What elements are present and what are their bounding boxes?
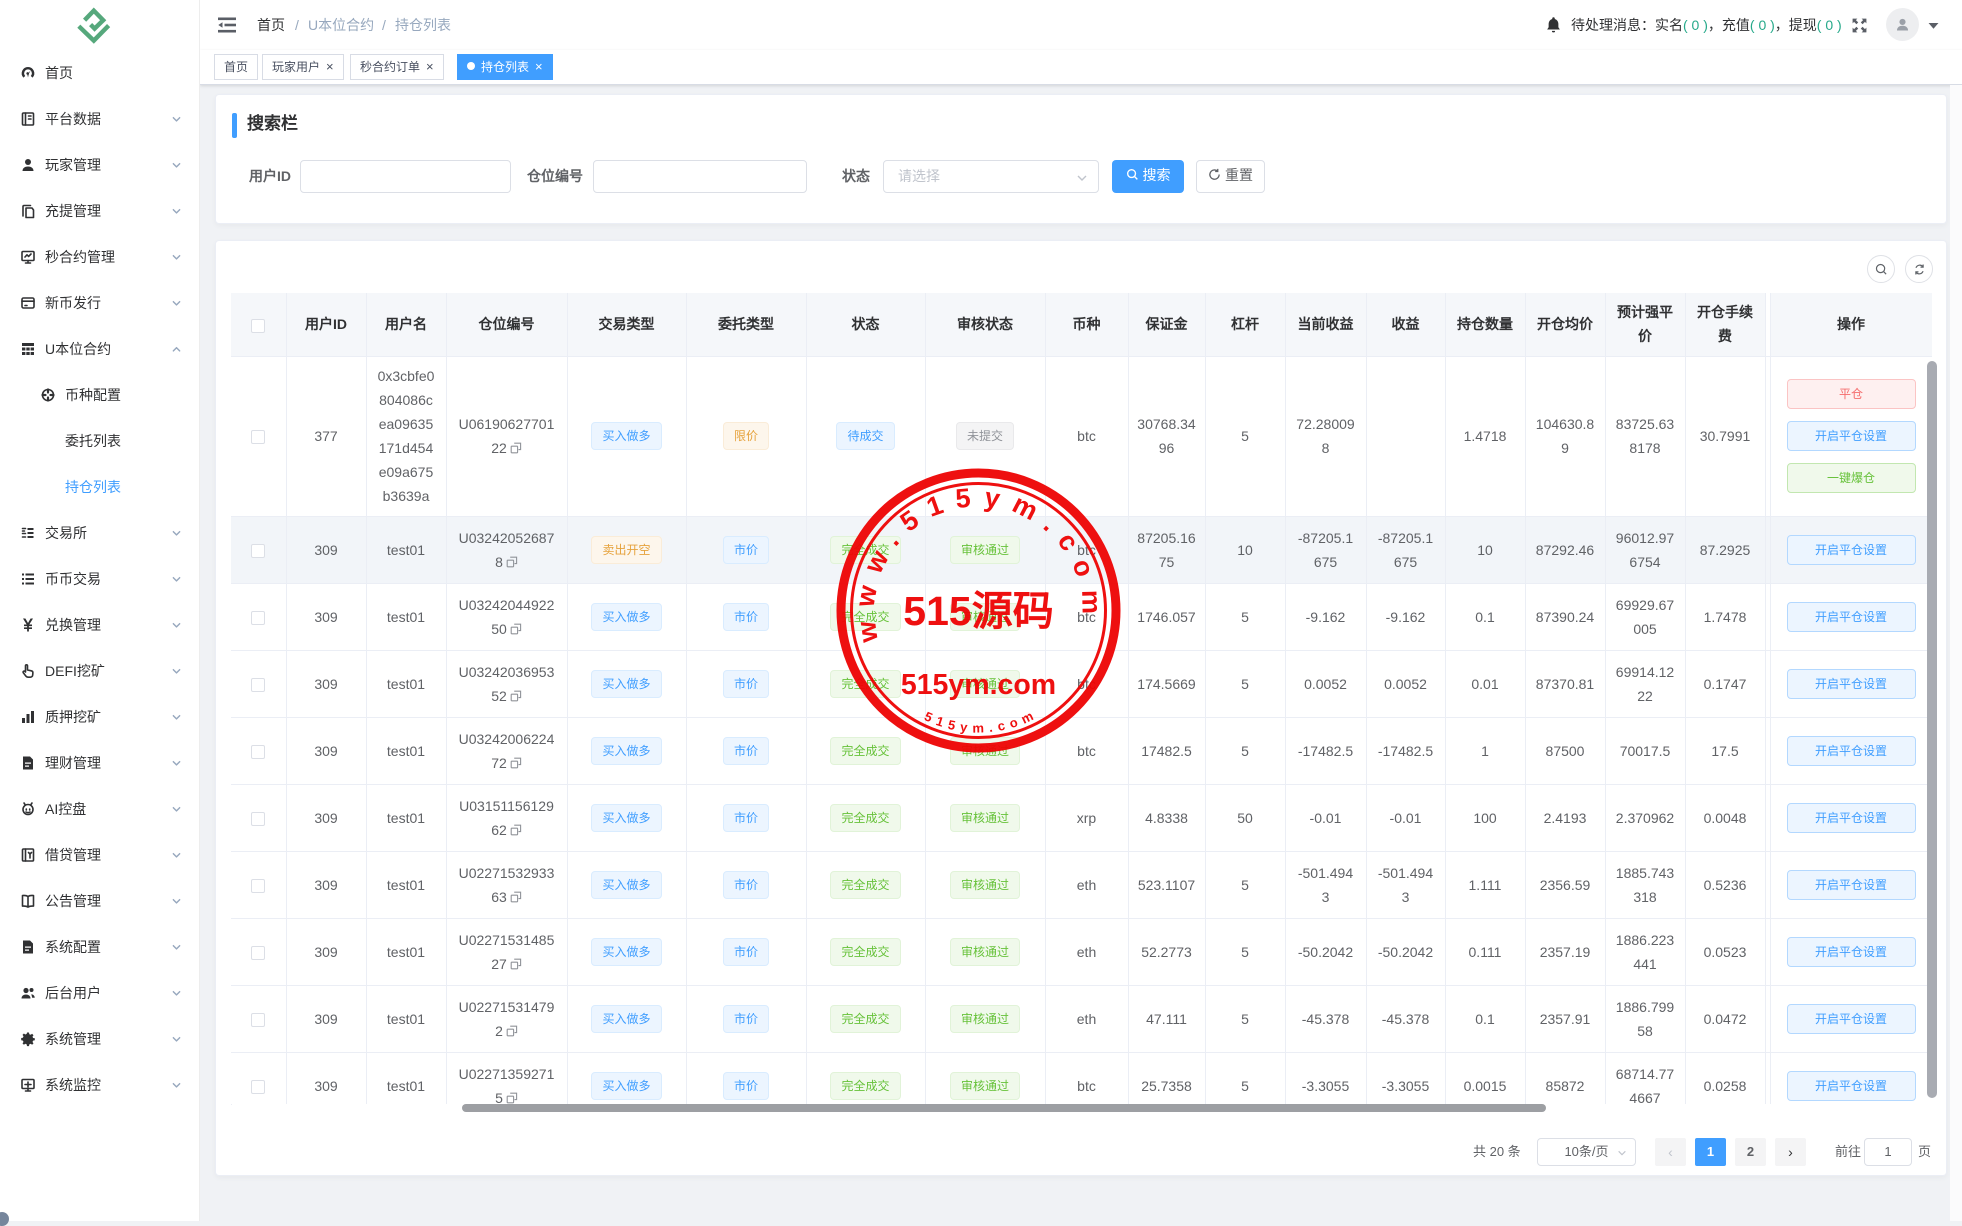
svg-text:515源码: 515源码 <box>903 588 1053 634</box>
svg-text:515ym.com: 515ym.com <box>901 669 1056 701</box>
